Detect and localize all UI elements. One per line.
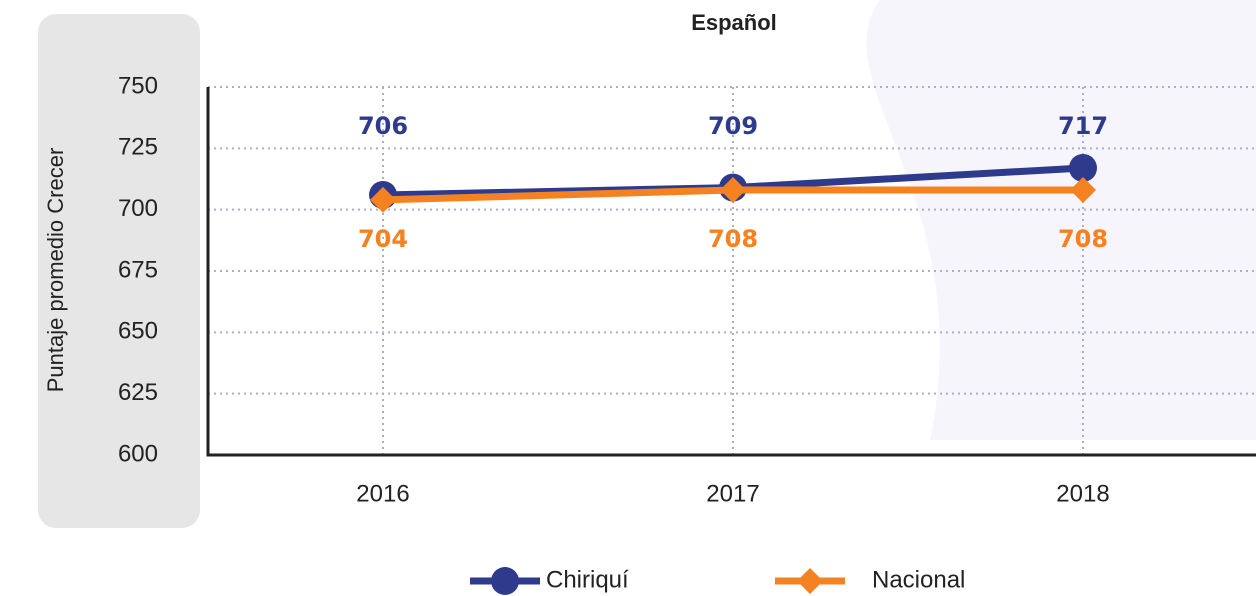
y-tick-label: 600 [118, 440, 158, 467]
data-label: 704 [358, 225, 408, 253]
point [370, 186, 396, 213]
data-label: 708 [1058, 225, 1108, 253]
x-tick-label: 2017 [706, 480, 759, 507]
y-label-panel [38, 14, 200, 528]
legend-label: Chiriquí [546, 566, 629, 593]
y-tick-label: 625 [118, 379, 158, 406]
point [1069, 153, 1097, 182]
data-label: 708 [708, 225, 758, 253]
data-label: 717 [1058, 112, 1108, 140]
legend-item: Nacional [775, 566, 965, 594]
point [491, 567, 519, 595]
plot [369, 153, 1097, 213]
y-axis-label: Puntaje promedio Crecer [43, 148, 68, 393]
chart-title: Español [691, 10, 777, 35]
x-tick-label: 2016 [356, 480, 409, 507]
y-tick-label: 700 [118, 195, 158, 222]
y-tick-label: 675 [118, 256, 158, 283]
data-label: 706 [358, 112, 408, 140]
point [720, 177, 746, 204]
y-tick-label: 725 [118, 134, 158, 161]
legend-label: Nacional [872, 566, 965, 593]
x-tick-label: 2018 [1056, 480, 1109, 507]
data-label: 709 [708, 112, 758, 140]
axes [206, 87, 1256, 457]
background-swoosh [866, 0, 1256, 440]
legend-item: Chiriquí [470, 566, 629, 595]
y-tick-label: 650 [118, 318, 158, 345]
y-tick-label: 750 [118, 72, 158, 99]
point [797, 568, 823, 594]
point [1070, 177, 1096, 204]
